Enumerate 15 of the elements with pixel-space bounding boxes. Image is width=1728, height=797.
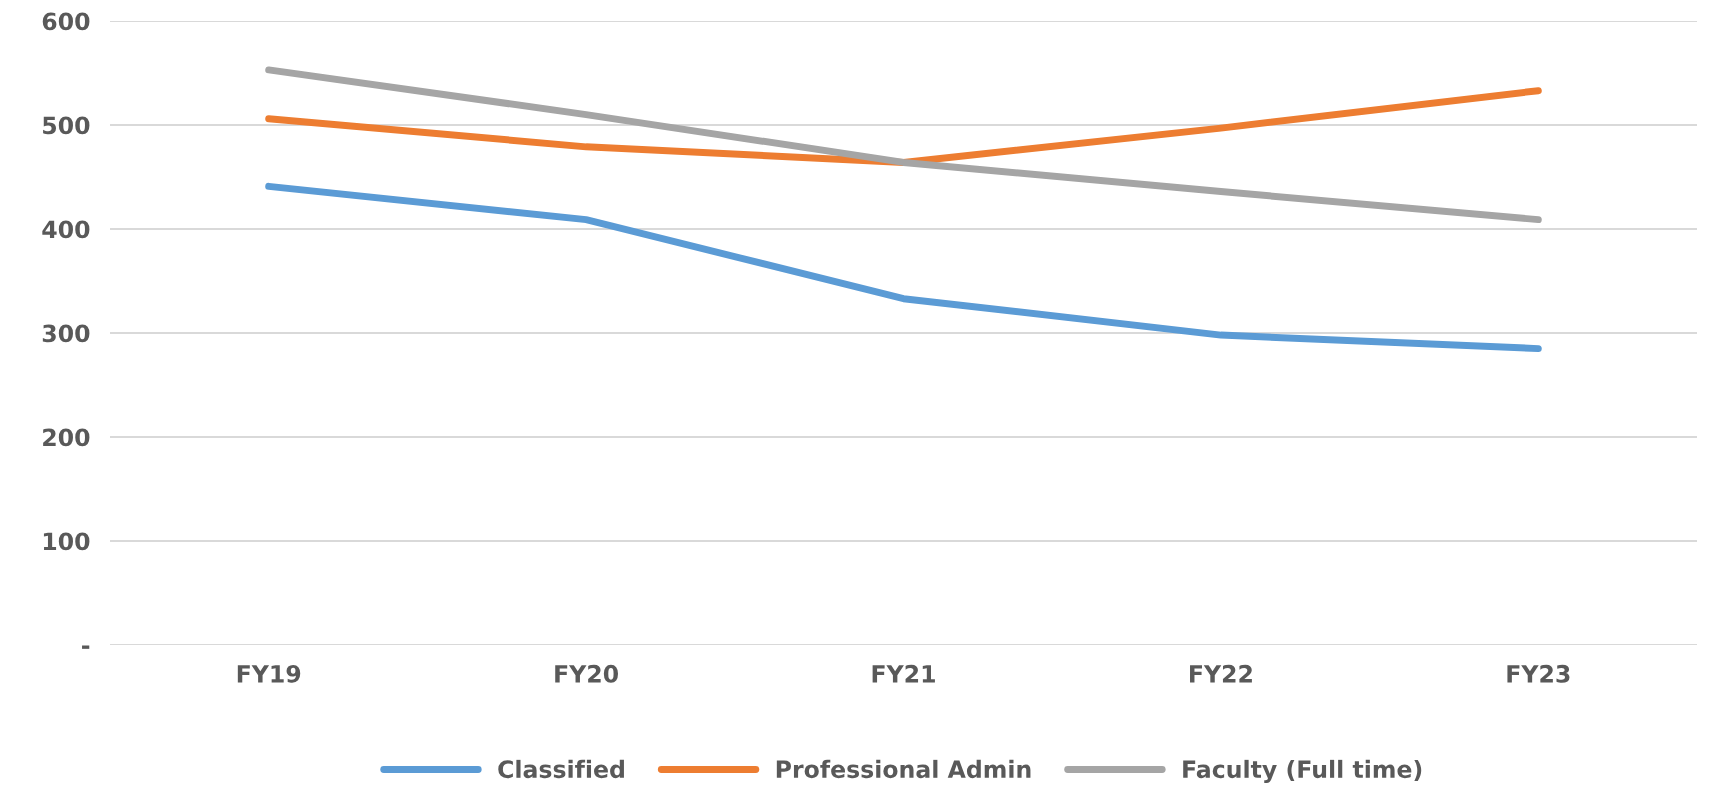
y-tick-label: 400 <box>42 220 90 239</box>
legend-label: Professional Admin <box>776 759 1031 779</box>
y-tick-label: 600 <box>42 12 90 31</box>
y-tick-label: 300 <box>42 324 90 343</box>
x-tick-label: FY19 <box>237 664 301 683</box>
legend-label: Classified <box>498 759 624 779</box>
x-tick-label: FY22 <box>1190 664 1252 683</box>
x-tick-label: FY21 <box>872 664 935 683</box>
legend-label: Faculty (Full time) <box>1183 759 1422 783</box>
y-tick-label: - <box>82 645 90 649</box>
y-tick-label: 100 <box>43 532 90 551</box>
x-tick-label: FY23 <box>1507 664 1570 683</box>
y-tick-label: 200 <box>43 428 90 447</box>
y-tick-label: 500 <box>43 116 90 135</box>
x-tick-label: FY20 <box>555 664 619 683</box>
